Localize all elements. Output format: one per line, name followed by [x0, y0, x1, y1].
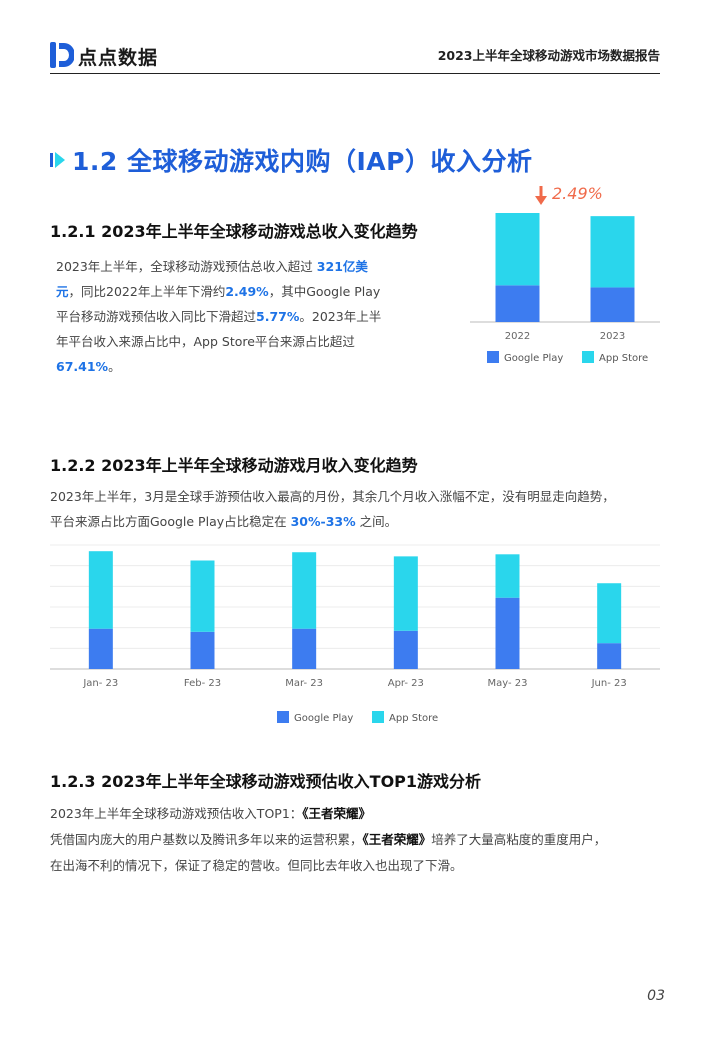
game-name: 《王者荣耀》 — [362, 832, 432, 847]
page-number: 03 — [647, 988, 665, 1004]
header-divider — [50, 73, 660, 74]
bar-google-play-Jun-23 — [597, 643, 622, 669]
x-tick-label: Jun- 23 — [591, 678, 627, 689]
game-name: 《王者荣耀》 — [302, 806, 372, 821]
section-title: 1.2 全球移动游戏内购（IAP）收入分析 — [72, 147, 533, 176]
bar-google-play-Mar-23 — [292, 628, 317, 669]
x-tick-label: 2023 — [600, 331, 625, 342]
text-fragment: 年平台收入来源占比中，App Store平台来源占比超过 — [56, 334, 355, 349]
logo-text: 点点数据 — [78, 47, 159, 69]
yoy-change-label: 2.49% — [552, 184, 603, 203]
bar-app-store-May-23 — [495, 554, 520, 598]
logo-icon — [50, 42, 74, 68]
legend-label: App Store — [599, 353, 648, 364]
bar-google-play-Feb-23 — [190, 631, 215, 669]
text-fragment: 培养了大量高粘度的重度用户， — [431, 832, 607, 847]
gp-decline-value: 5.77% — [256, 309, 300, 324]
subsection-2-paragraph: 2023年上半年，3月是全球手游预估收入最高的月份，其余几个月收入涨幅不定，没有… — [50, 484, 670, 534]
text-fragment: 平台移动游戏预估收入同比下滑超过 — [56, 309, 257, 324]
gp-share-range: 30%-33% — [290, 514, 356, 529]
text-fragment: 。2023年上半 — [299, 309, 382, 324]
subsection-1-paragraph: 2023年上半年，全球移动游戏预估总收入超过 321亿美 元，同比2022年上半… — [56, 254, 401, 379]
report-title: 2023上半年全球移动游戏市场数据报告 — [437, 48, 660, 63]
subsection-heading-2: 1.2.2 2023年上半年全球移动游戏月收入变化趋势 — [50, 456, 418, 475]
down-arrow-icon — [535, 186, 547, 205]
text-fragment: 之间。 — [355, 514, 398, 529]
bar-app-store-2022 — [495, 213, 540, 286]
text-fragment: 2023年上半年全球移动游戏预估收入TOP1： — [50, 806, 303, 821]
text-fragment: 凭借国内庞大的用户基数以及腾讯多年以来的运营积累， — [50, 832, 363, 847]
legend-label: App Store — [389, 713, 438, 724]
legend-swatch — [487, 351, 499, 363]
subsection-heading-3: 1.2.3 2023年上半年全球移动游戏预估收入TOP1游戏分析 — [50, 772, 482, 791]
legend-label: Google Play — [504, 353, 563, 364]
subsection-3-paragraph: 2023年上半年全球移动游戏预估收入TOP1：《王者荣耀》 凭借国内庞大的用户基… — [50, 801, 670, 879]
revenue-unit: 元 — [56, 284, 69, 299]
text-fragment: ，其中Google Play — [268, 284, 381, 299]
bar-app-store-Apr-23 — [393, 556, 418, 631]
x-tick-label: Feb- 23 — [184, 678, 221, 689]
bar-google-play-May-23 — [495, 597, 520, 669]
legend-swatch — [277, 711, 289, 723]
bar-app-store-Feb-23 — [190, 560, 215, 632]
monthly-revenue-chart: Jan- 23 Feb- 23 Mar- 23 Apr- 23 May- 23 Jun- … — [50, 544, 660, 724]
text-fragment: ，同比2022年上半年下滑约 — [68, 284, 226, 299]
bar-google-play-2022 — [495, 285, 540, 322]
bar-app-store-Mar-23 — [292, 552, 317, 629]
bar-google-play-Apr-23 — [393, 630, 418, 669]
x-tick-label: Jan- 23 — [82, 678, 118, 689]
subsection-heading-1: 1.2.1 2023年上半年全球移动游戏总收入变化趋势 — [50, 222, 418, 241]
legend-swatch — [582, 351, 594, 363]
x-tick-label: Mar- 23 — [285, 678, 323, 689]
bar-google-play-2023 — [590, 287, 635, 322]
legend-label: Google Play — [294, 713, 353, 724]
text-fragment: 2023年上半年，全球移动游戏预估总收入超过 — [56, 259, 317, 274]
text-fragment: 2023年上半年，3月是全球手游预估收入最高的月份，其余几个月收入涨幅不定，没有… — [50, 489, 615, 504]
appstore-share-value: 67.41% — [56, 359, 109, 374]
bar-google-play-Jan-23 — [88, 628, 113, 669]
section-marker-icon — [50, 152, 65, 168]
decline-value: 2.49% — [225, 284, 269, 299]
revenue-value: 321亿美 — [316, 259, 368, 274]
x-tick-label: 2022 — [505, 331, 530, 342]
bar-app-store-Jan-23 — [88, 551, 113, 629]
text-fragment: 。 — [108, 359, 121, 374]
legend-swatch — [372, 711, 384, 723]
text-fragment: 平台来源占比方面Google Play占比稳定在 — [50, 514, 291, 529]
x-tick-label: May- 23 — [487, 678, 527, 689]
text-fragment: 在出海不利的情况下，保证了稳定的营收。但同比去年收入也出现了下滑。 — [50, 858, 463, 873]
bar-app-store-Jun-23 — [597, 583, 622, 644]
bar-app-store-2023 — [590, 216, 635, 288]
annual-revenue-chart: 2022 2023 Google Play App Store — [470, 213, 660, 364]
x-tick-label: Apr- 23 — [388, 678, 424, 689]
